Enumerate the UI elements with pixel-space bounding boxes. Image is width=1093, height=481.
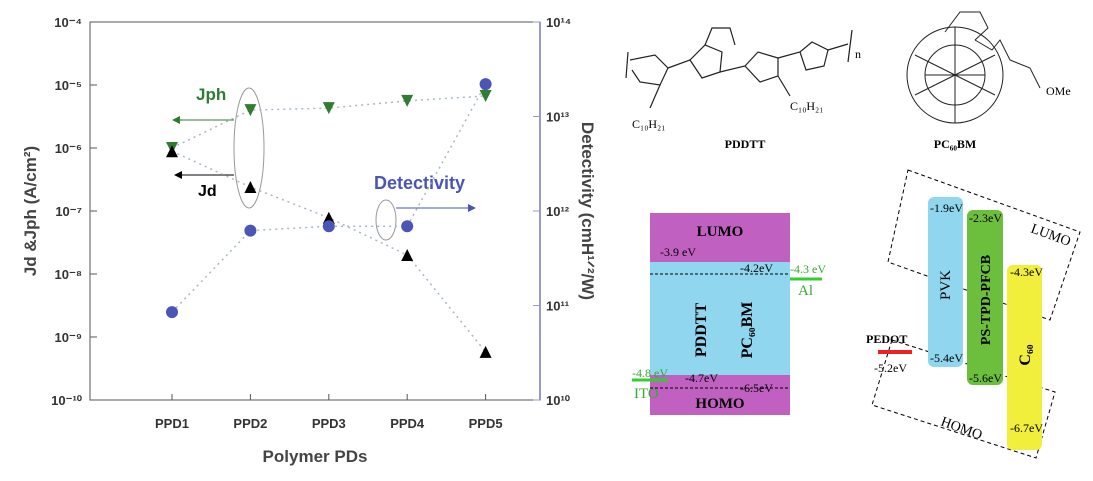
label: PVK (938, 270, 954, 300)
marker (479, 89, 492, 102)
y2-tick-label: 10¹⁰ (546, 393, 571, 408)
label: -4.8 eV (632, 366, 668, 380)
label: -3.9 eV (660, 245, 696, 259)
arrow-head (468, 204, 476, 212)
annotation-ellipse (233, 87, 265, 209)
y2-tick-label: 10¹¹ (546, 299, 569, 314)
y2-tick-label: 10¹⁴ (546, 15, 571, 30)
y-tick-label: 10⁻⁴ (54, 15, 82, 30)
label: -5.2eV (874, 361, 907, 375)
marker (244, 224, 257, 237)
side-chain: C₁₀H₂₁ (632, 117, 665, 131)
arrow-head (174, 171, 182, 179)
series-line (171, 83, 487, 313)
y-tick-label: 10⁻⁸ (55, 267, 82, 282)
x-tick-label: PPD5 (469, 416, 503, 431)
x-axis-label: Polymer PDs (263, 447, 368, 466)
label: -2.3eV (969, 211, 1002, 225)
marker (322, 102, 335, 115)
label: -1.9eV (930, 201, 963, 215)
marker (401, 220, 414, 233)
y-tick-label: 10⁻¹⁰ (51, 393, 83, 408)
x-tick-label: PPD4 (390, 416, 425, 431)
marker (479, 345, 492, 358)
label: PDDTT (693, 303, 710, 358)
pcbm-structure (906, 11, 1041, 124)
marker (244, 104, 257, 117)
marker (401, 94, 414, 107)
label: ITO (634, 386, 659, 402)
x-tick-label: PPD1 (155, 416, 189, 431)
annotation-ellipse (375, 199, 397, 241)
label: -6.5eV (740, 381, 773, 395)
label: -4.2eV (740, 261, 773, 275)
label: LUMO (697, 224, 744, 240)
marker (322, 211, 335, 224)
marker (401, 249, 414, 262)
label: HOMO (695, 396, 744, 412)
side-chain: C₁₀H₂₁ (790, 99, 823, 113)
y2-tick-label: 10¹³ (546, 110, 570, 125)
y2-axis-label: Detectivity (cmH¹ᐟ²/W) (578, 122, 597, 300)
label: -6.7eV (1010, 421, 1043, 435)
label: -4.3 eV (790, 262, 826, 276)
active-box (650, 262, 790, 375)
repeat-unit: n (855, 47, 861, 61)
y2-tick-label: 10¹² (546, 204, 570, 219)
marker (166, 145, 178, 158)
label: -5.4eV (930, 351, 963, 365)
ester: OMe (1046, 84, 1071, 98)
label: PS-TPD-PFCB (979, 255, 994, 345)
y-tick-label: 10⁻⁹ (55, 330, 83, 345)
ps-box (967, 210, 1003, 385)
label: -5.6eV (969, 371, 1002, 385)
marker (166, 306, 178, 319)
y-axis-label: Jd &Jph (A/cm²) (21, 146, 40, 276)
pddtt-structure (625, 27, 853, 109)
label: -4.7eV (685, 371, 718, 385)
annotation: Detectivity (374, 173, 465, 193)
structure-name: PC₆₀BM (934, 137, 977, 151)
pvk-box (928, 197, 963, 367)
x-tick-label: PPD2 (233, 416, 267, 431)
y-tick-label: 10⁻⁶ (55, 141, 82, 156)
arrow-head (172, 116, 180, 124)
y-tick-label: 10⁻⁷ (55, 204, 82, 219)
label: PEDOT (866, 332, 907, 346)
x-tick-label: PPD3 (312, 416, 346, 431)
c60-box (1007, 265, 1042, 450)
lumo-region (887, 169, 1081, 321)
structure-name: PDDTT (725, 137, 766, 151)
marker (479, 78, 492, 91)
label: Al (798, 283, 813, 299)
label: C₆₀ (1017, 344, 1034, 365)
homo-box (650, 375, 790, 415)
series-line (171, 95, 486, 149)
marker (244, 181, 257, 194)
left-diagram-labels: LUMO -3.9 eV -4.2eV -4.3 eV Al PDDTT PC₆… (632, 224, 826, 412)
label: -4.3eV (1010, 265, 1043, 279)
lumo-box (650, 213, 790, 262)
annotation: Jph (196, 85, 226, 104)
label: PC₆₀BM (739, 302, 756, 359)
annotation: Jd (198, 183, 217, 200)
marker (322, 220, 335, 233)
y-tick-label: 10⁻⁵ (55, 78, 82, 93)
